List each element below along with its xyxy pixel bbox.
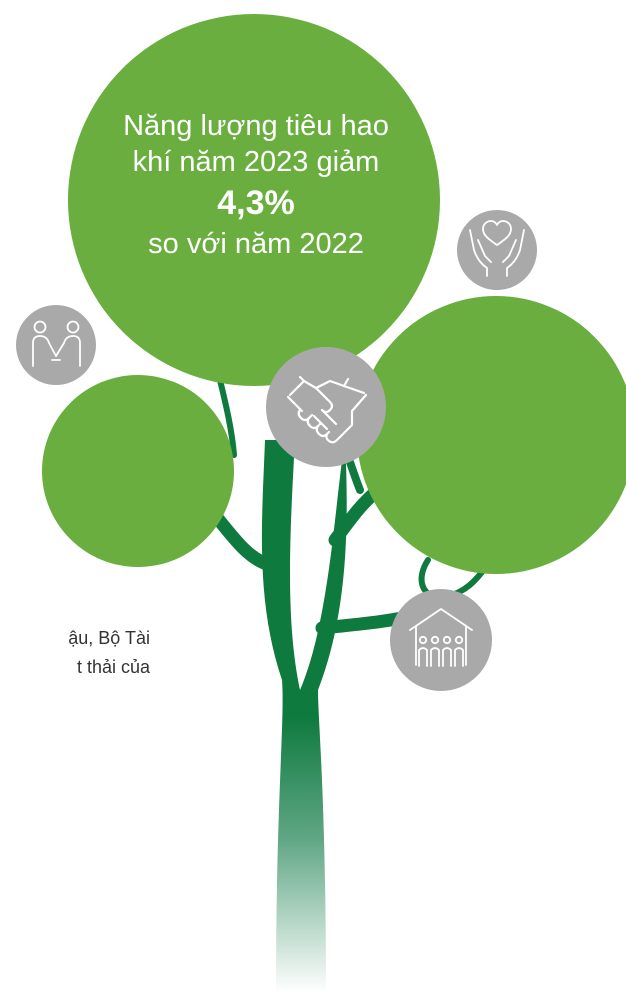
community-house-icon <box>390 589 492 691</box>
stat-value: 4,3% <box>217 184 295 222</box>
leaf-circle-right <box>357 296 626 574</box>
handshake-icon <box>266 347 386 467</box>
energy-stat: Năng lượng tiêu hao khí năm 2023 giảm 4,… <box>80 108 432 262</box>
stat-line-1: Năng lượng tiêu hao <box>123 110 389 142</box>
leaf-circle-main <box>68 14 440 386</box>
tree-trunk <box>261 440 347 993</box>
hands-heart-icon <box>457 210 537 290</box>
side-line-1: ậu, Bộ Tài <box>68 628 150 648</box>
holding-hands-icon <box>16 305 96 385</box>
leaf-circle-left <box>42 375 234 567</box>
stat-line-2: khí năm 2023 giảm <box>132 146 380 178</box>
stat-line-3: so với năm 2022 <box>148 228 364 260</box>
side-line-2: t thải của <box>76 657 150 677</box>
side-paragraph: ậu, Bộ Tài t thải của <box>0 624 150 682</box>
